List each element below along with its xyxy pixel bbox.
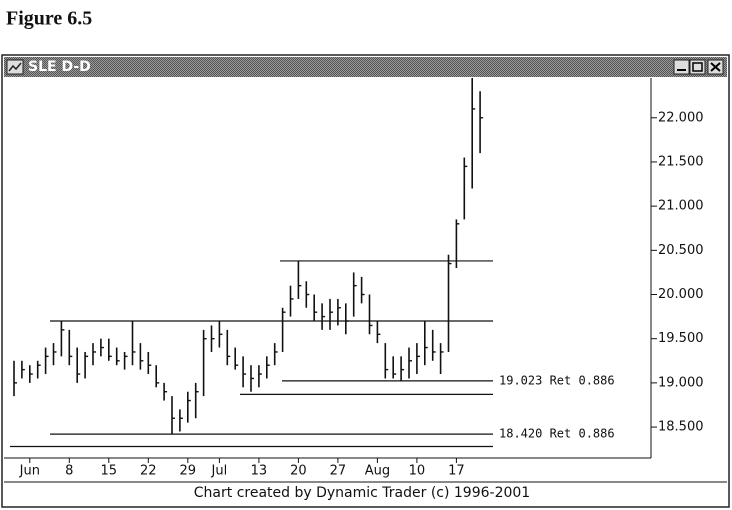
y-tick-label: 22.000	[658, 110, 704, 125]
y-tick-label: 19.500	[658, 331, 704, 346]
x-tick-label: 17	[448, 464, 465, 479]
level-label: 19.023 Ret 0.886	[499, 373, 615, 387]
window-icon-graph	[8, 62, 22, 72]
x-tick-label: Jun	[19, 464, 40, 479]
window	[1, 54, 730, 508]
x-tick-label: 8	[65, 464, 73, 479]
level-label: 18.420 Ret 0.886	[499, 427, 615, 441]
maximize-glyph	[692, 62, 703, 72]
x-tick-label: 29	[180, 464, 197, 479]
x-tick-label: 15	[101, 464, 118, 479]
window-title: SLE D-D	[28, 59, 91, 75]
x-tick-label: Aug	[365, 464, 390, 479]
close-glyph	[710, 62, 721, 72]
caption: Chart created by Dynamic Trader (c) 1996…	[194, 485, 530, 501]
x-tick-label: 27	[330, 464, 347, 479]
window-buttons[interactable]	[673, 59, 724, 75]
y-tick-label: 18.500	[658, 420, 704, 435]
y-tick-label: 21.000	[658, 199, 704, 214]
x-tick-label: Jul	[211, 464, 228, 479]
x-tick-label: 10	[409, 464, 426, 479]
x-tick-label: 20	[290, 464, 307, 479]
minimize-button[interactable]	[673, 59, 690, 75]
y-tick-label: 19.000	[658, 375, 704, 390]
y-tick-label: 21.500	[658, 154, 704, 169]
title-bar	[4, 57, 727, 77]
x-tick-label: 22	[140, 464, 157, 479]
figure-title: Figure 6.5	[6, 8, 92, 30]
x-tick-label: 13	[251, 464, 268, 479]
y-tick-label: 20.000	[658, 287, 704, 302]
y-tick-label: 20.500	[658, 243, 704, 258]
